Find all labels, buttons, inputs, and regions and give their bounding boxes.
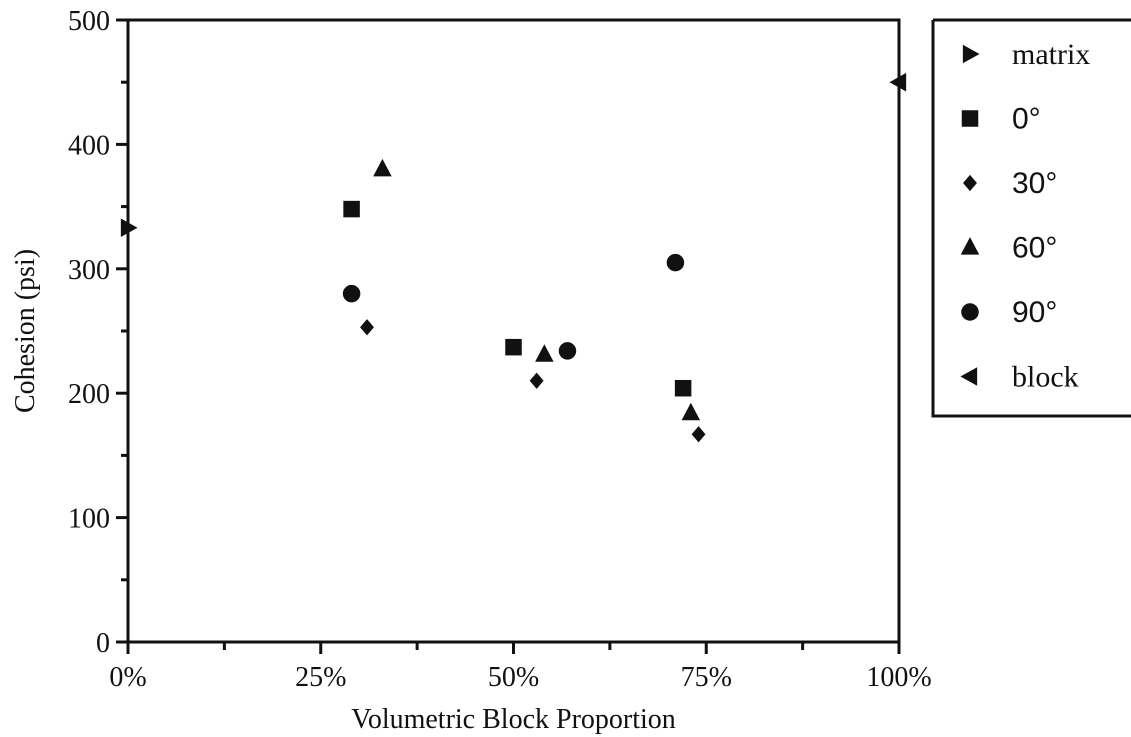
- data-point: [681, 402, 701, 421]
- x-axis-label: Volumetric Block Proportion: [351, 704, 676, 735]
- data-point: [343, 200, 360, 218]
- data-point: [691, 426, 706, 443]
- y-tick-label: 400: [68, 130, 110, 161]
- legend-marker: [963, 174, 977, 192]
- data-point: [505, 338, 522, 356]
- axes: [126, 18, 901, 644]
- y-tick-label: 300: [68, 255, 110, 286]
- legend-marker: [961, 303, 979, 321]
- legend-marker: [961, 110, 979, 127]
- legend-marker: [962, 44, 980, 64]
- legend-label: 30°: [1012, 167, 1057, 200]
- legend-label: 90°: [1012, 296, 1057, 329]
- y-tick-label: 500: [68, 6, 110, 37]
- data-point: [529, 372, 544, 389]
- data-points: [120, 72, 907, 443]
- data-point: [120, 218, 138, 238]
- x-tick-label: 25%: [295, 662, 346, 693]
- legend: matrix 0° 30° 60° 90° block: [931, 18, 1131, 418]
- data-point: [889, 72, 907, 92]
- data-point: [674, 379, 692, 397]
- legend-marker: [960, 367, 978, 386]
- legend-label: 60°: [1012, 232, 1057, 265]
- data-point: [535, 344, 554, 362]
- legend-marker: [960, 237, 980, 255]
- x-tick-label: 75%: [681, 662, 732, 693]
- y-tick-label: 0: [96, 628, 110, 659]
- data-point: [666, 253, 685, 272]
- legend-frame: [931, 18, 1131, 418]
- ticks: 0% 25% 50% 75% 100% 0 100 200 300 400 500: [68, 6, 932, 693]
- y-tick-label: 200: [68, 379, 110, 410]
- data-point: [558, 342, 577, 360]
- legend-label: 0°: [1012, 103, 1041, 136]
- x-tick-label: 0%: [109, 662, 146, 693]
- legend-label: block: [1012, 361, 1079, 394]
- plot-frame: [126, 18, 901, 644]
- data-point: [360, 319, 374, 336]
- y-axis-label: Cohesion (psi): [10, 249, 41, 413]
- legend-label: matrix: [1012, 38, 1090, 71]
- x-tick-label: 50%: [488, 662, 539, 693]
- y-tick-label: 100: [68, 504, 110, 535]
- data-point: [373, 158, 392, 177]
- data-point: [342, 284, 361, 303]
- x-tick-label: 100%: [866, 662, 931, 693]
